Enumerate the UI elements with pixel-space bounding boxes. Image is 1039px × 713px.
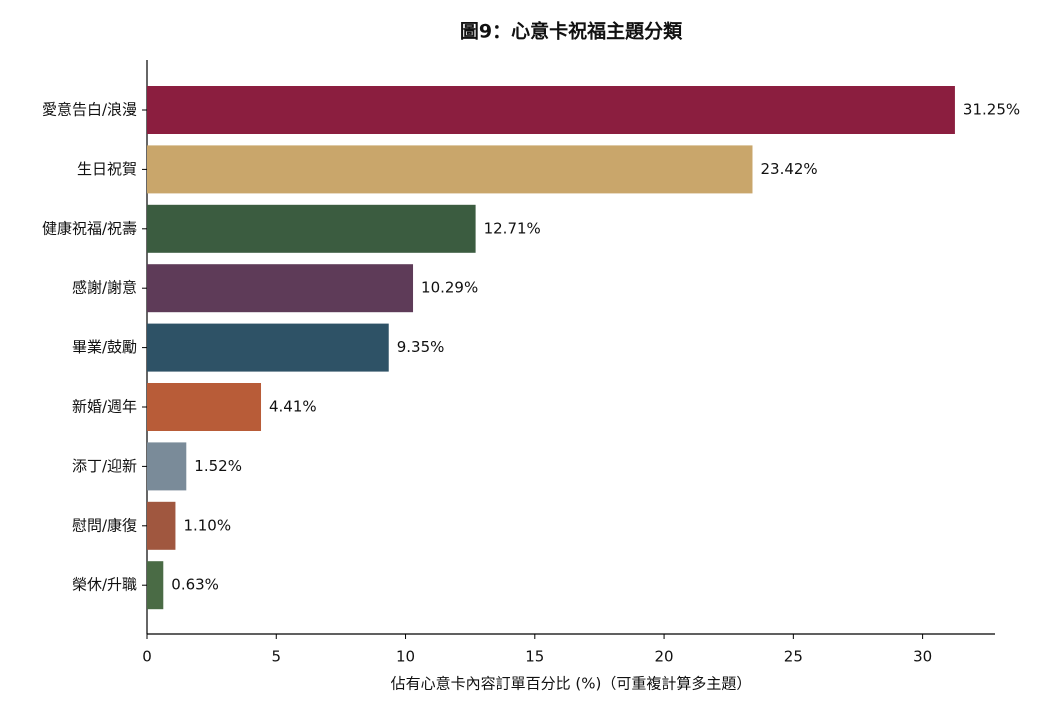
value-label: 4.41% <box>269 398 317 416</box>
value-label: 9.35% <box>397 338 445 356</box>
x-tick-label: 20 <box>655 648 674 666</box>
bar <box>147 323 389 372</box>
bar <box>147 145 753 194</box>
bar <box>147 501 176 550</box>
y-tick-label: 感謝/謝意 <box>72 279 137 297</box>
value-label: 12.71% <box>484 219 541 237</box>
value-label: 10.29% <box>421 279 478 297</box>
x-tick-label: 15 <box>525 648 544 666</box>
value-label: 0.63% <box>171 576 219 594</box>
value-label: 1.10% <box>183 516 231 534</box>
bar <box>147 264 414 313</box>
bar <box>147 442 187 491</box>
x-axis-label: 佔有心意卡內容訂單百分比 (%)（可重複計算多主題） <box>391 675 752 693</box>
x-tick-label: 10 <box>396 648 415 666</box>
x-tick-label: 30 <box>913 648 932 666</box>
y-tick-label: 健康祝福/祝壽 <box>42 219 137 237</box>
y-tick-label: 愛意告白/浪漫 <box>42 101 137 119</box>
value-label: 23.42% <box>760 160 817 178</box>
y-tick-label: 慰問/康復 <box>72 516 137 534</box>
chart-title: 圖9：心意卡祝福主題分類 <box>460 20 683 43</box>
x-tick-label: 25 <box>784 648 803 666</box>
x-tick-label: 5 <box>271 648 281 666</box>
y-tick-label: 生日祝賀 <box>77 160 137 178</box>
bar <box>147 561 164 610</box>
value-label: 1.52% <box>194 457 242 475</box>
bar <box>147 86 955 134</box>
y-tick-label: 新婚/週年 <box>72 398 137 416</box>
y-tick-label: 畢業/鼓勵 <box>72 338 137 356</box>
y-tick-label: 添丁/迎新 <box>72 457 137 475</box>
value-label: 31.25% <box>963 101 1020 119</box>
x-tick-label: 0 <box>142 648 152 666</box>
bar <box>147 383 262 431</box>
bar <box>147 204 476 253</box>
y-tick-label: 榮休/升職 <box>72 576 137 594</box>
